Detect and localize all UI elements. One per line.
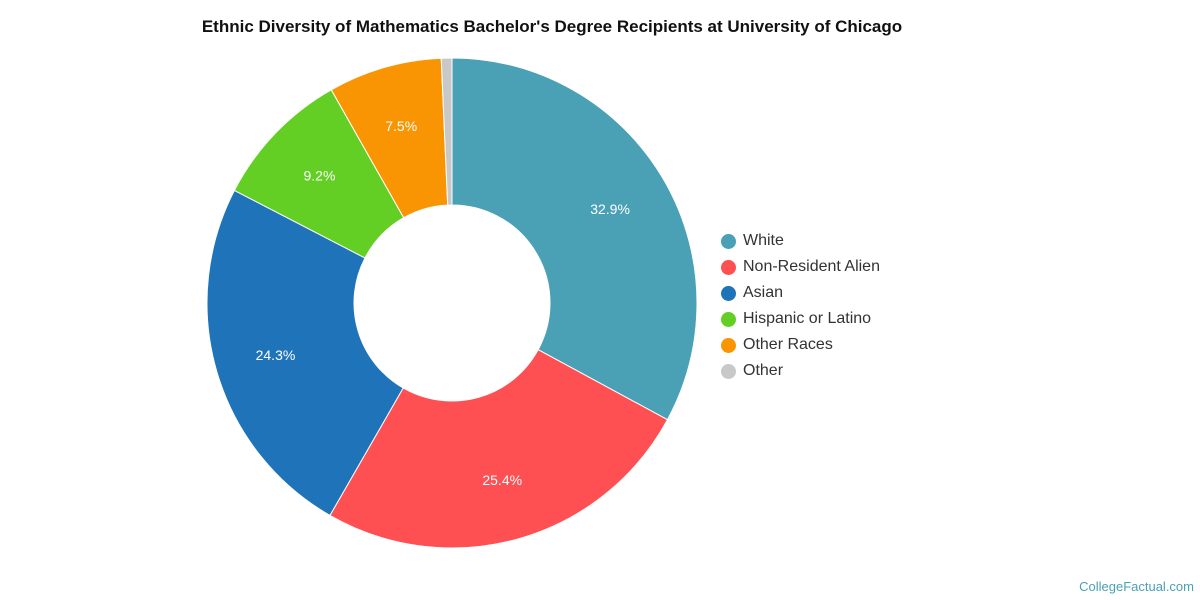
slice-non-resident-alien[interactable]: [329, 348, 669, 549]
chart-legend: White Non-Resident Alien Asian Hispanic or …: [721, 228, 880, 384]
slice-white[interactable]: [451, 57, 698, 421]
chart-title: Ethnic Diversity of Mathematics Bachelor…: [201, 17, 903, 36]
legend-swatch-other: [721, 363, 736, 379]
legend-swatch-non-resident-alien: [721, 259, 736, 275]
slice-label-asian: 24.3%: [256, 347, 296, 363]
legend-item-white[interactable]: White: [721, 228, 880, 254]
legend-item-other[interactable]: Other: [721, 358, 880, 384]
slice-other[interactable]: [440, 57, 453, 206]
legend-label-non-resident-alien: Non-Resident Alien: [743, 258, 880, 275]
slice-label-hispanic-or-latino: 9.2%: [304, 167, 336, 183]
legend-item-non-resident-alien[interactable]: Non-Resident Alien: [721, 254, 880, 280]
legend-item-asian[interactable]: Asian: [721, 280, 880, 306]
legend-label-hispanic-or-latino: Hispanic or Latino: [743, 310, 872, 327]
legend-swatch-hispanic-or-latino: [721, 311, 736, 327]
slice-label-white: 32.9%: [590, 201, 630, 217]
legend-swatch-asian: [721, 285, 736, 301]
watermark: CollegeFactual.com: [1079, 579, 1194, 594]
legend-label-asian: Asian: [743, 284, 784, 301]
slice-asian[interactable]: [206, 189, 404, 517]
legend-label-white: White: [743, 232, 784, 249]
legend-item-hispanic-or-latino[interactable]: Hispanic or Latino: [721, 306, 880, 332]
slice-label-non-resident-alien: 25.4%: [482, 472, 522, 488]
legend-label-other-races: Other Races: [743, 336, 833, 353]
slice-label-other-races: 7.5%: [385, 118, 417, 134]
legend-label-other: Other: [743, 362, 784, 379]
donut-slice-labels: 32.9% 25.4% 24.3% 9.2% 7.5%: [256, 118, 630, 488]
legend-swatch-white: [721, 233, 736, 249]
donut-slices: [206, 57, 698, 549]
legend-swatch-other-races: [721, 337, 736, 353]
legend-item-other-races[interactable]: Other Races: [721, 332, 880, 358]
